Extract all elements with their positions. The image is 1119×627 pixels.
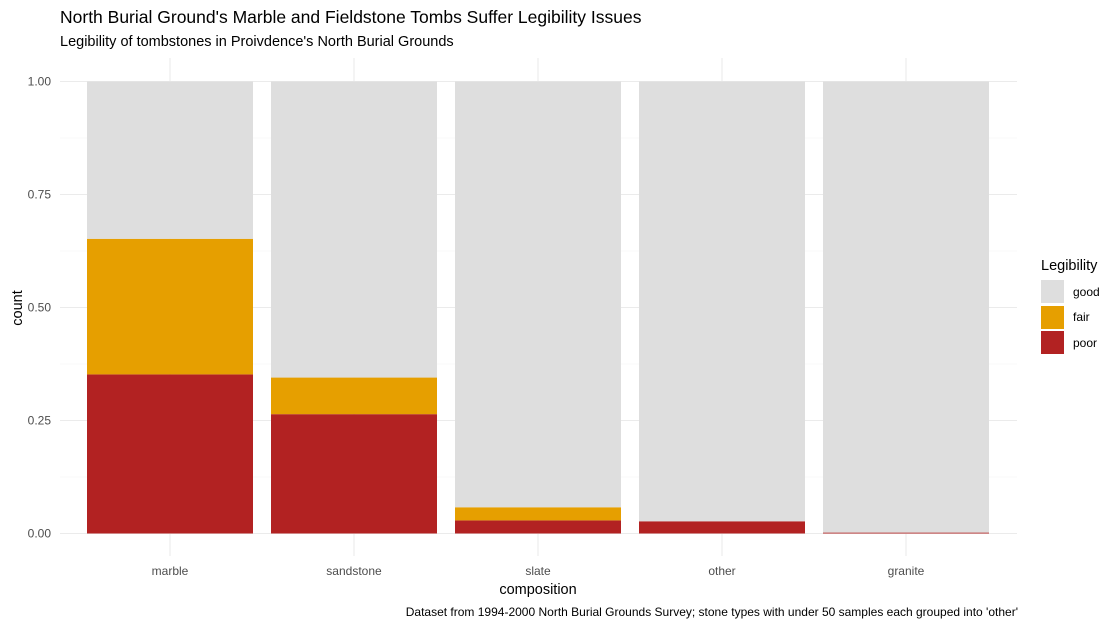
- y-axis-ticks: 0.00 0.25 0.50 0.75 1.00: [28, 75, 52, 541]
- legend: Legibility good fair poor: [1041, 258, 1100, 356]
- bar-granite-poor: [823, 532, 989, 534]
- x-axis-label: composition: [499, 582, 577, 598]
- bar-sandstone-good: [271, 81, 437, 378]
- legend-item-fair: fair: [1041, 305, 1100, 331]
- bar-granite-good: [823, 81, 989, 533]
- legend-swatch-poor: [1041, 331, 1064, 355]
- bar-slate-good: [455, 81, 621, 508]
- y-tick-label: 0.75: [28, 188, 52, 202]
- x-tick-label: marble: [152, 564, 189, 578]
- legend-label-fair: fair: [1073, 310, 1090, 325]
- legend-title: Legibility: [1041, 258, 1098, 274]
- x-tick-label: sandstone: [326, 564, 382, 578]
- x-tick-label: other: [708, 564, 735, 578]
- chart-subtitle: Legibility of tombstones in Proivdence's…: [60, 34, 454, 50]
- legend-label-good: good: [1073, 284, 1100, 299]
- y-tick-label: 1.00: [28, 75, 52, 89]
- legend-item-good: good: [1041, 279, 1100, 305]
- legend-swatch-good: [1041, 280, 1064, 304]
- bar-other-good: [639, 81, 805, 522]
- legend-swatch-fair: [1041, 305, 1064, 329]
- bar-slate-poor: [455, 520, 621, 534]
- y-tick-label: 0.00: [28, 527, 52, 541]
- x-axis-ticks: marble sandstone slate other granite: [152, 564, 925, 578]
- bar-slate-fair: [455, 507, 621, 521]
- bar-marble-good: [87, 81, 253, 239]
- y-tick-label: 0.50: [28, 301, 52, 315]
- chart-title: North Burial Ground's Marble and Fieldst…: [60, 7, 642, 27]
- legend-item-poor: poor: [1041, 330, 1100, 356]
- bar-sandstone-poor: [271, 414, 437, 534]
- bar-marble-fair: [87, 238, 253, 375]
- bar-marble-poor: [87, 374, 253, 534]
- x-tick-label: granite: [888, 564, 925, 578]
- bar-other-poor: [639, 521, 805, 534]
- bars: [87, 81, 989, 534]
- y-tick-label: 0.25: [28, 414, 52, 428]
- bar-sandstone-fair: [271, 377, 437, 415]
- y-axis-label: count: [10, 290, 26, 326]
- legend-label-poor: poor: [1073, 335, 1098, 350]
- x-tick-label: slate: [525, 564, 551, 578]
- chart-caption: Dataset from 1994-2000 North Burial Grou…: [405, 605, 1018, 619]
